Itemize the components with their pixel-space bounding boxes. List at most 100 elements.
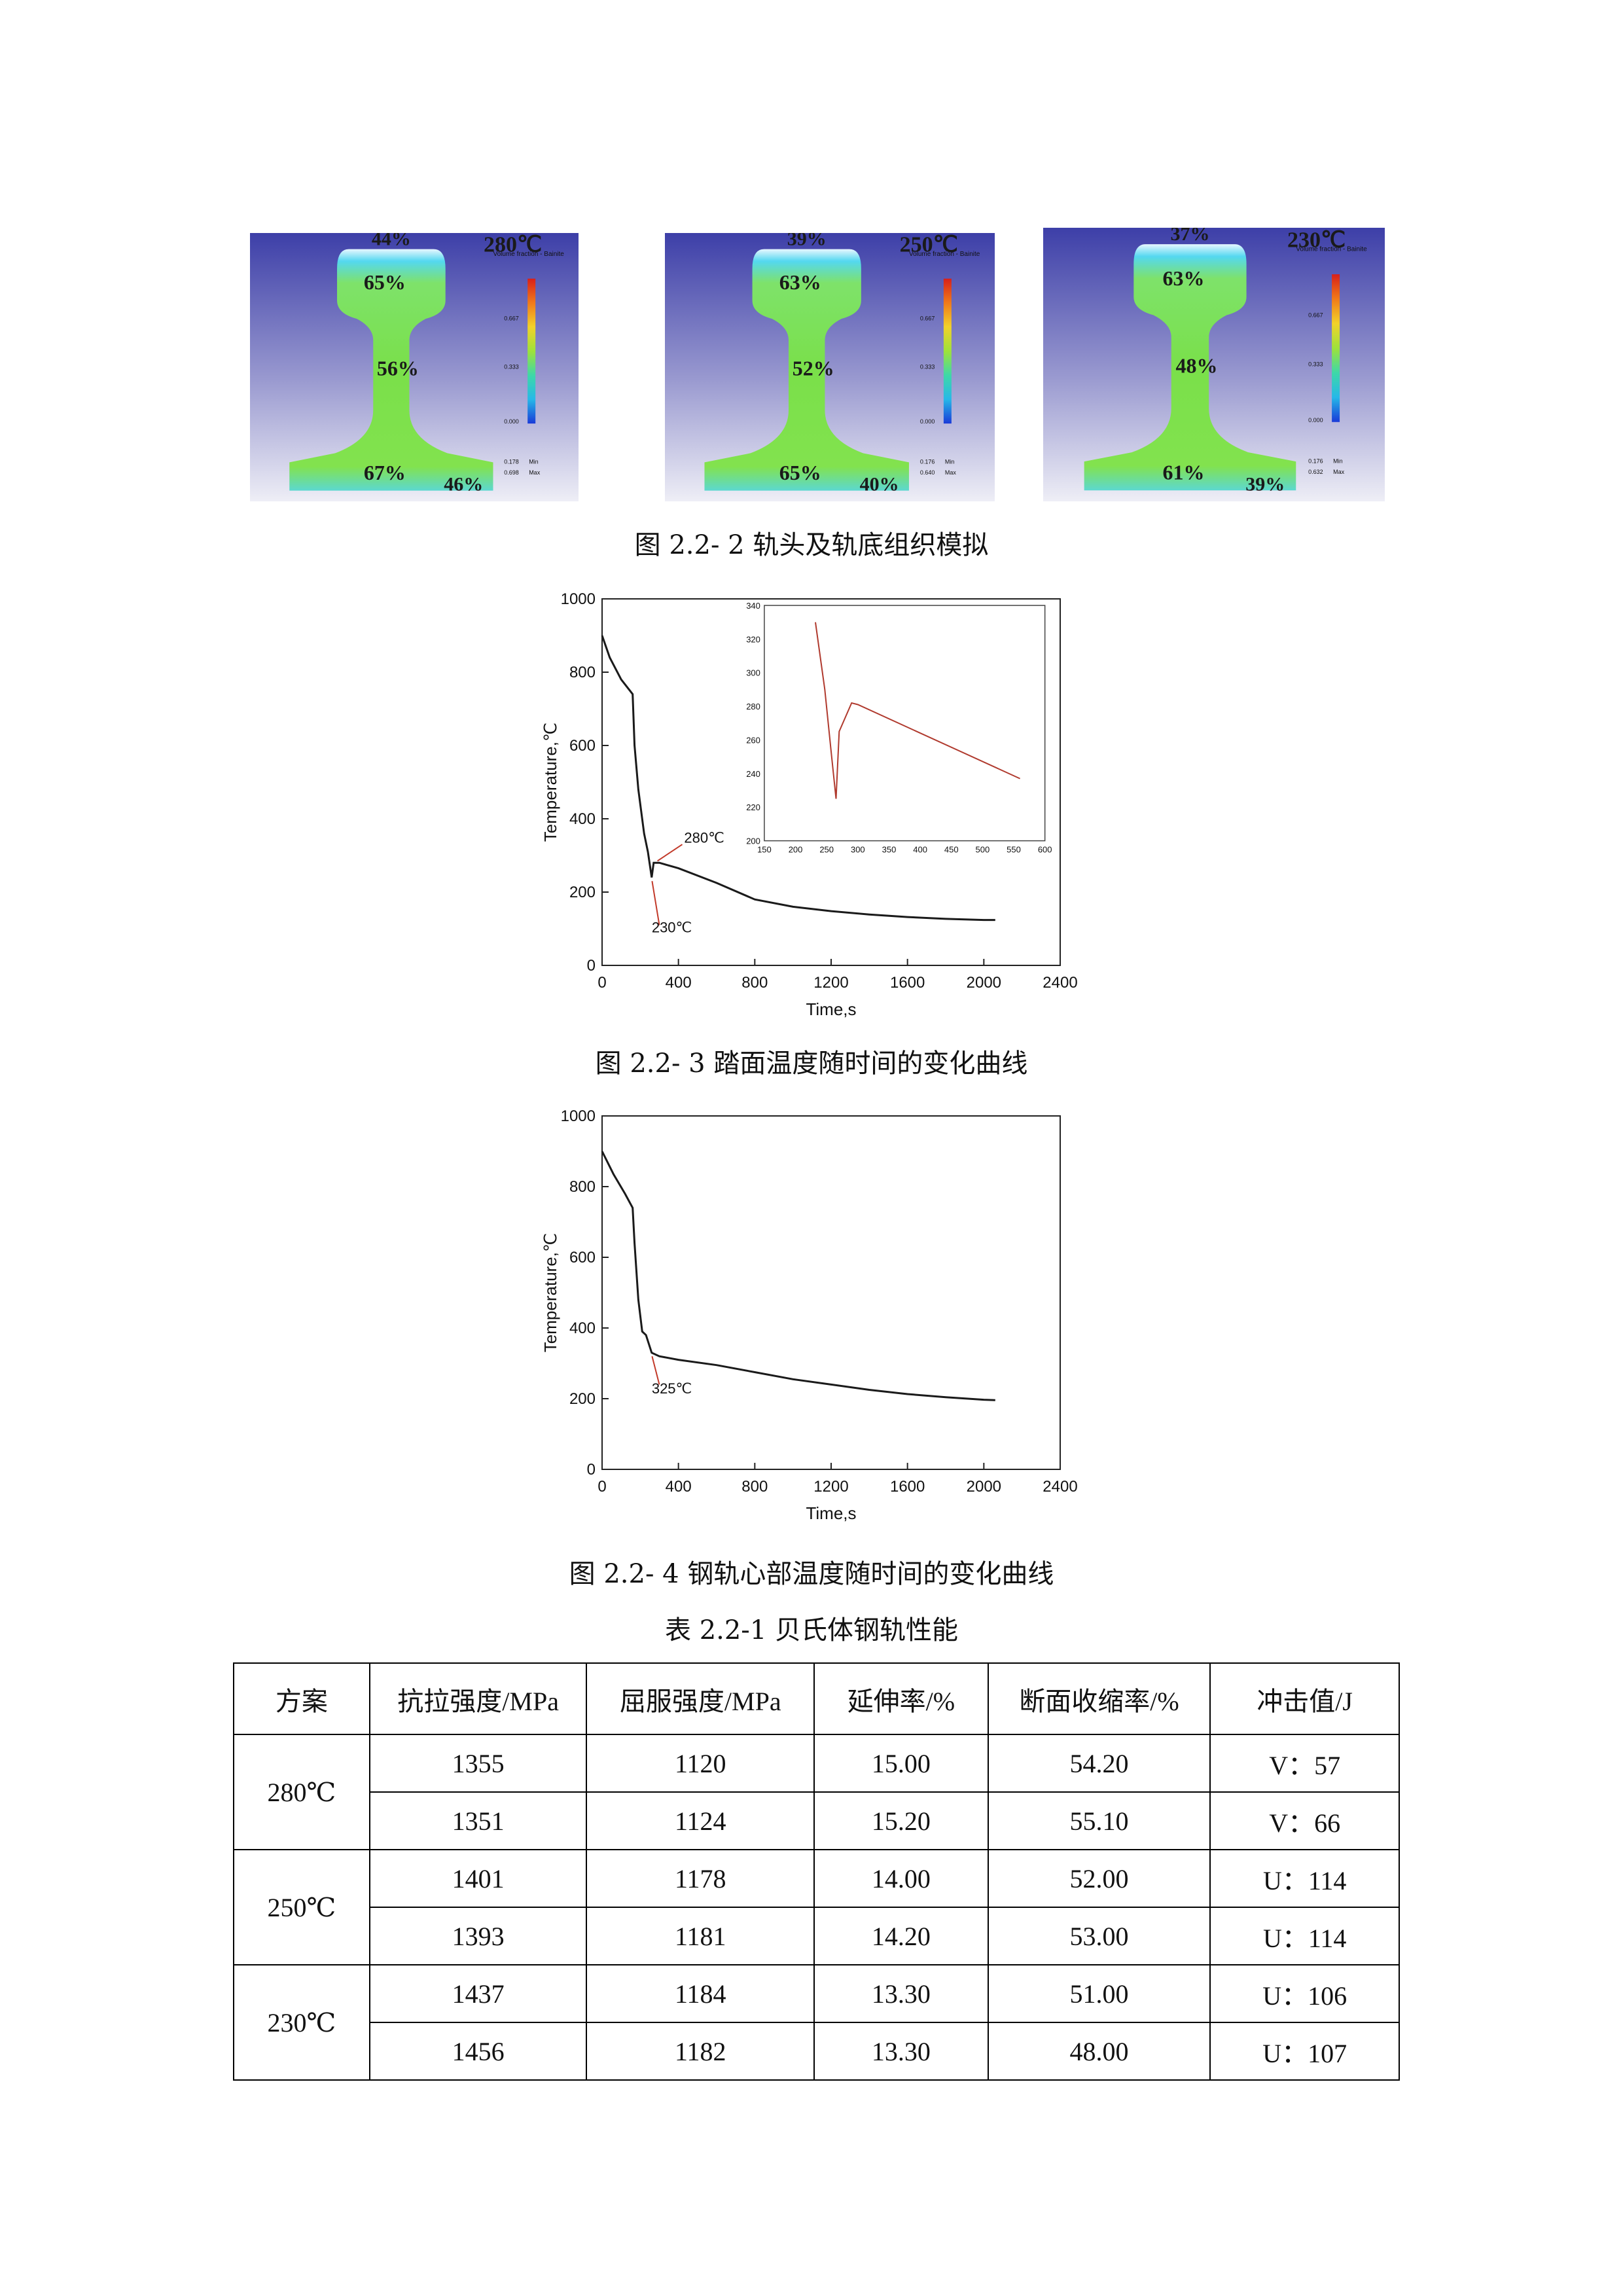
table-header-row: 方案 抗拉强度/MPa 屈服强度/MPa 延伸率/% 断面收缩率/% 冲击值/J	[233, 1662, 1400, 1735]
top-surface-fraction: 37%	[1170, 228, 1209, 245]
annotation-230: 230℃	[652, 920, 692, 936]
temperature-label: 250℃	[900, 233, 958, 257]
y-tick-label: 800	[569, 1178, 596, 1196]
color-scale-bar	[527, 278, 536, 424]
x-axis-label: Time,s	[806, 999, 856, 1019]
rail-panel-230: Volume fraction - Bainite 0.667 0.333 0.000…	[1043, 228, 1385, 501]
x-tick-label: 0	[597, 1478, 606, 1496]
scheme-cell: 230℃	[233, 1964, 370, 2081]
temperature-label: 280℃	[484, 233, 542, 257]
head-fraction: 63%	[779, 270, 821, 294]
table-cell: 1181	[586, 1907, 815, 1965]
scale-min-value: 0.178	[504, 459, 519, 465]
foot-fraction: 67%	[364, 461, 406, 484]
foot-edge-fraction: 39%	[1245, 473, 1285, 495]
table-cell: V：66	[1209, 1791, 1400, 1850]
inset-y-tick: 320	[746, 634, 760, 644]
scale-min-label: Min	[529, 459, 539, 465]
table-row: 1456 1182 13.30 48.00 U：107	[234, 2022, 1400, 2081]
x-tick-label: 1200	[813, 974, 848, 992]
scheme-cell: 250℃	[233, 1849, 370, 1965]
table-cell: 1355	[368, 1734, 588, 1793]
x-tick-label: 2400	[1043, 1478, 1077, 1496]
scale-tick: 0.000	[504, 418, 519, 425]
color-scale-bar	[1332, 274, 1340, 422]
foot-fraction: 65%	[779, 461, 821, 484]
table-cell: 1120	[586, 1734, 815, 1793]
table-row: 1351 1124 15.20 55.10 V：66	[234, 1791, 1400, 1850]
x-tick-label: 800	[741, 1478, 768, 1496]
inset-y-tick: 340	[746, 601, 760, 611]
inset-x-tick: 300	[851, 845, 865, 855]
table-cell: U：114	[1209, 1907, 1400, 1965]
scale-tick: 0.667	[1308, 312, 1323, 318]
table-cell: U：107	[1209, 2022, 1400, 2081]
y-tick-label: 800	[569, 664, 596, 681]
scale-tick: 0.333	[1308, 361, 1323, 368]
scale-tick: 0.667	[920, 315, 935, 322]
x-tick-label: 0	[597, 974, 606, 992]
inset-frame	[764, 605, 1046, 842]
table-caption: 表 2.2-1 贝氏体钢轨性能	[664, 1615, 958, 1645]
table-cell: 15.20	[813, 1791, 989, 1850]
scale-tick: 0.333	[920, 363, 935, 370]
series-line	[601, 1151, 995, 1401]
table-cell: 54.20	[987, 1734, 1211, 1793]
series-line	[601, 635, 995, 922]
table-row: 280℃ 1355 1120 15.00 54.20 V：57	[233, 1734, 1400, 1850]
table-cell: 55.10	[987, 1791, 1211, 1850]
rail-panel-250: Volume fraction - Bainite 0.667 0.333 0.000…	[665, 233, 995, 501]
inset-x-tick: 400	[913, 845, 927, 855]
table-cell: 1124	[586, 1791, 815, 1850]
top-surface-fraction: 44%	[372, 233, 411, 249]
header-scheme: 方案	[233, 1662, 370, 1735]
table-cell: 13.30	[813, 2022, 989, 2081]
table-cell: 51.00	[987, 1964, 1211, 2023]
rail-cross-section	[1084, 244, 1296, 491]
legend-title: Volume fraction - Bainite	[493, 251, 564, 258]
annotation-325: 325℃	[652, 1380, 692, 1397]
y-axis-label: Temperature,℃	[541, 1233, 560, 1352]
table-cell: 1456	[368, 2022, 588, 2081]
inset-y-tick: 200	[746, 836, 760, 846]
y-tick-label: 400	[569, 1319, 596, 1337]
table-cell: 52.00	[987, 1849, 1211, 1908]
scale-max-label: Max	[1333, 469, 1345, 475]
inset-y-tick: 300	[746, 668, 760, 678]
inset-y-tick: 220	[746, 802, 760, 812]
foot-edge-fraction: 46%	[444, 474, 483, 495]
legend-title: Volume fraction - Bainite	[909, 251, 980, 258]
table-cell: 48.00	[987, 2022, 1211, 2081]
table-row: 250℃ 1401 1178 14.00 52.00 U：114	[233, 1849, 1400, 1965]
rail-cross-section	[289, 249, 493, 491]
color-scale-bar	[943, 278, 952, 424]
scale-max-value: 0.640	[920, 469, 935, 476]
inset-x-tick: 450	[944, 845, 959, 855]
foot-edge-fraction: 40%	[860, 474, 899, 495]
y-axis-label: Temperature,℃	[541, 723, 560, 842]
temperature-label: 230℃	[1287, 228, 1346, 252]
scale-max-value: 0.698	[504, 469, 519, 476]
y-tick-label: 200	[569, 1390, 596, 1408]
inset-x-tick: 600	[1038, 845, 1052, 855]
scheme-cell: 280℃	[233, 1734, 370, 1850]
x-tick-label: 400	[666, 974, 692, 992]
inset-x-tick: 150	[757, 845, 772, 855]
scale-min-label: Min	[1333, 457, 1343, 464]
inset-y-tick: 260	[746, 735, 760, 745]
header-elongation: 延伸率/%	[813, 1662, 989, 1735]
header-tensile-strength: 抗拉强度/MPa	[368, 1662, 588, 1735]
table-cell: 1393	[368, 1907, 588, 1965]
annotation-arrow	[651, 1355, 660, 1385]
scale-max-value: 0.632	[1308, 469, 1323, 475]
scale-tick: 0.000	[1308, 417, 1323, 423]
table-cell: 1351	[368, 1791, 588, 1850]
header-yield-strength: 屈服强度/MPa	[586, 1662, 815, 1735]
plot-frame	[601, 1115, 1061, 1470]
figure-caption-rail-simulation: 图 2.2- 2 轨头及轨底组织模拟	[634, 530, 989, 560]
web-fraction: 48%	[1175, 354, 1217, 378]
annotation-280: 280℃	[684, 829, 724, 846]
annotation-arrow-high	[657, 844, 683, 862]
inset-x-tick: 350	[882, 845, 897, 855]
y-tick-label: 1000	[561, 1107, 596, 1125]
